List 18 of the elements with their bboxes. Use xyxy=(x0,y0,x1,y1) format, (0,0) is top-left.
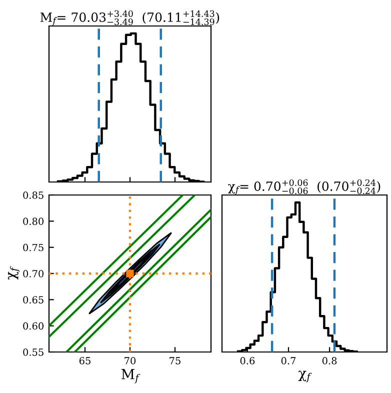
x-axis-title: χ$_{f}$ xyxy=(298,370,312,382)
y-tick-label: 0.65 xyxy=(23,296,44,304)
x-tick-label: 70 xyxy=(124,357,136,364)
x-tick-label: 0.8 xyxy=(322,357,337,364)
y-tick-label: 0.85 xyxy=(23,191,44,199)
chart-title: χ$_{f}$= 0.70$^{+0.06}$$_{−0.06}$ (0.70$^{+0.24}$$_{−0.24}$) xyxy=(228,179,380,195)
y-tick-label: 0.60 xyxy=(23,322,44,330)
y-tick-label: 0.55 xyxy=(23,348,44,356)
x-axis-title: M$_{f}$ xyxy=(122,369,140,384)
x-tick-label: 75 xyxy=(170,357,180,364)
x-tick-label: 0.7 xyxy=(281,357,296,364)
y-axis-title: χ$_{f}$ xyxy=(8,266,20,280)
chart-title: M$_{f}$= 70.03$^{+3.40}$$_{−3.49}$ (70.11$^{+14.43}$$_{−14.39}$) xyxy=(40,10,220,26)
y-tick-label: 0.80 xyxy=(23,218,44,225)
y-tick-label: 0.75 xyxy=(23,244,44,252)
x-tick-label: 0.6 xyxy=(240,357,255,364)
x-tick-label: 65 xyxy=(79,357,90,364)
y-tick-label: 0.70 xyxy=(23,270,44,278)
